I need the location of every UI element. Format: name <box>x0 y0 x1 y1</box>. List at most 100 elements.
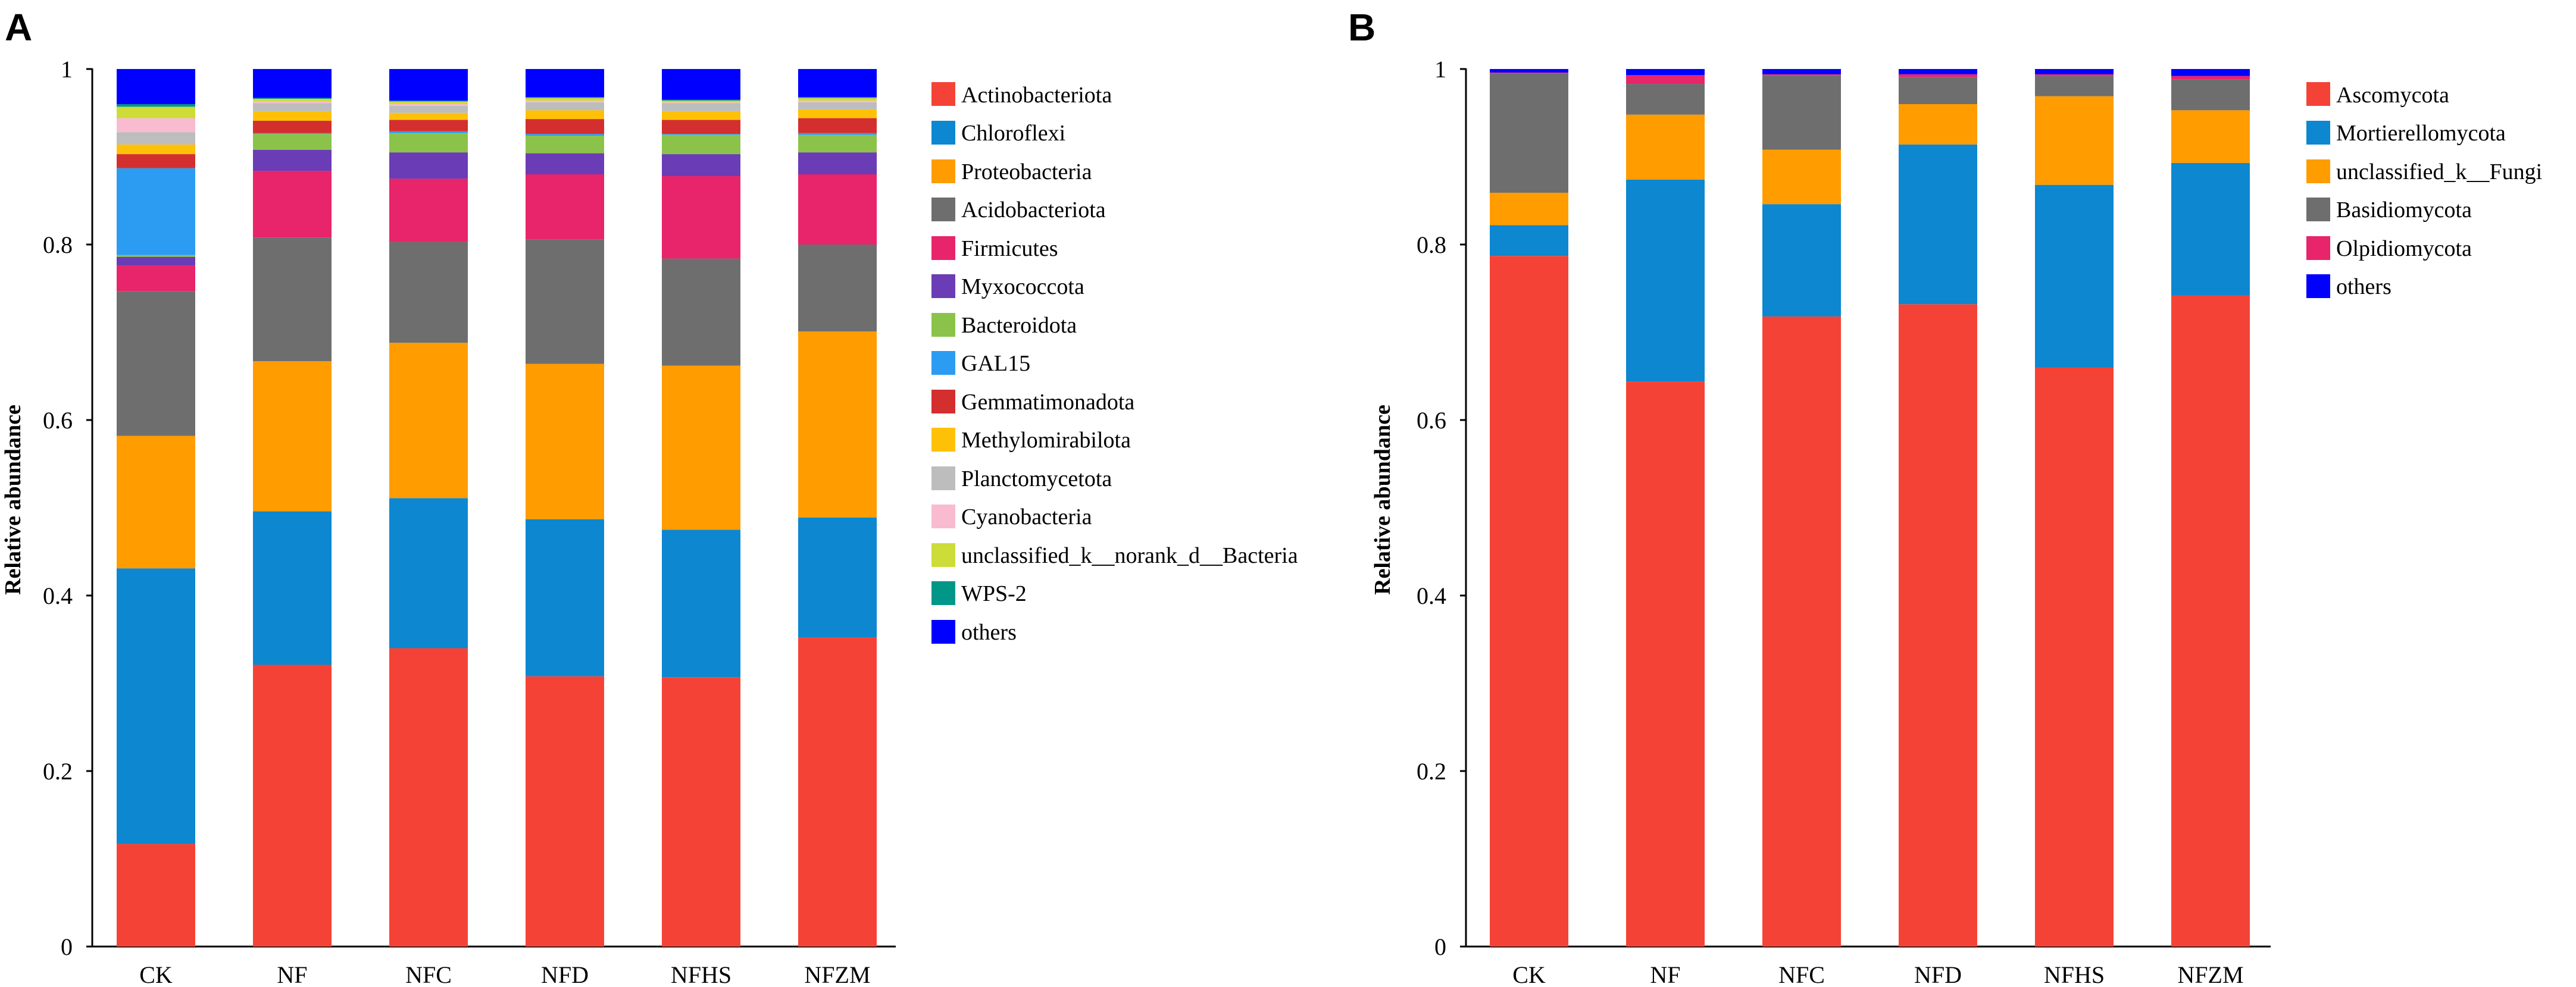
panel-a-y-axis-label: Relative abundance <box>1 405 26 595</box>
panel-a-legend-swatch <box>931 159 955 183</box>
bar-segment-nfc-others <box>389 69 468 101</box>
bar-segment-nfd-proteobacteria <box>526 364 604 519</box>
bar-segment-nfc-others <box>1762 69 1841 74</box>
bar-segment-nfhs-cyanobacteria <box>662 102 740 104</box>
bar-segment-nfd-planctomycetota <box>526 102 604 111</box>
panel-a-legend-label: Bacteroidota <box>961 313 1077 338</box>
bar-segment-nfhs-mortierellomycota <box>2035 184 2114 368</box>
panel-b-legend-swatch <box>2306 198 2330 221</box>
bar-segment-nfc-ascomycota <box>1762 316 1841 947</box>
bar-segment-nfhs-wps-2 <box>662 99 740 101</box>
bar-segment-nfzm-methylomirabilota <box>798 109 877 118</box>
bar-segment-nfzm-actinobacteriota <box>798 637 877 947</box>
bar-segment-nfzm-acidobacteriota <box>798 245 877 332</box>
bar-segment-nfc-unclassified-k-norank-d-bacteria <box>389 101 468 104</box>
bar-segment-nfc-olpidiomycota <box>1762 74 1841 76</box>
panel-a-bars <box>117 69 877 947</box>
bar-segment-nf-unclassified-k-norank-d-bacteria <box>253 99 332 102</box>
bar-segment-nf-basidiomycota <box>1626 84 1705 115</box>
panel-b-y-axis-label: Relative abundance <box>1370 405 1395 595</box>
bar-segment-nfhs-myxococcota <box>662 154 740 176</box>
panel-a-legend-label: GAL15 <box>961 351 1030 376</box>
bar-segment-ck-others <box>117 69 195 104</box>
panel-a-x-tick-label: NFHS <box>671 961 731 987</box>
panel-b-legend-label: unclassified_k__Fungi <box>2336 159 2542 184</box>
panel-a-y-tick-label: 0.6 <box>43 407 73 434</box>
bar-segment-nfd-cyanobacteria <box>526 101 604 103</box>
panel-a: A Relative abundance 0 0.2 0.4 0.6 0.8 1… <box>1 6 1298 987</box>
panel-a-legend-label: Actinobacteriota <box>961 83 1112 108</box>
bar-segment-nfzm-mortierellomycota <box>2171 162 2250 296</box>
bar-segment-nf-unclassified-k-fungi <box>1626 114 1705 180</box>
bar-segment-nf-planctomycetota <box>253 103 332 111</box>
panel-a-legend-label: others <box>961 620 1017 645</box>
panel-b-legend-label: Basidiomycota <box>2336 198 2472 223</box>
bar-segment-nfhs-gemmatimonadota <box>662 120 740 134</box>
bar-segment-ck-others <box>1490 69 1568 73</box>
bar-segment-nfd-myxococcota <box>526 153 604 174</box>
bar-segment-nfhs-bacteroidota <box>662 134 740 155</box>
bar-segment-nfzm-ascomycota <box>2171 295 2250 947</box>
bar-segment-nfc-acidobacteriota <box>389 242 468 343</box>
panel-a-y-tick-label: 0.8 <box>43 231 73 258</box>
bar-segment-ck-ascomycota <box>1490 256 1568 947</box>
panel-b-legend-label: others <box>2336 274 2391 299</box>
panel-a-legend-swatch <box>931 236 955 260</box>
panel-a-x-tick-label: NFZM <box>804 961 870 987</box>
bar-segment-nf-bacteroidota <box>253 134 332 150</box>
bar-segment-ck-actinobacteriota <box>117 844 195 947</box>
bar-segment-nf-others <box>253 69 332 98</box>
bar-segment-ck-basidiomycota <box>1490 73 1568 193</box>
bar-segment-ck-cyanobacteria <box>117 118 195 133</box>
bar-segment-ck-myxococcota <box>117 256 195 266</box>
panel-b-x-tick-labels: CK NF NFC NFD NFHS NFZM <box>1512 961 2243 987</box>
panel-b-legend-label: Ascomycota <box>2336 83 2449 108</box>
panel-b-legend-swatch <box>2306 236 2330 260</box>
bar-segment-nfc-planctomycetota <box>389 105 468 113</box>
bar-segment-nfd-methylomirabilota <box>526 110 604 120</box>
bar-segment-nf-chloroflexi <box>253 511 332 665</box>
panel-b-legend-label: Olpidiomycota <box>2336 236 2472 261</box>
bar-segment-nf-acidobacteriota <box>253 237 332 362</box>
panel-b-y-tick-label: 1 <box>1434 56 1446 83</box>
panel-b-y-tick-label: 0.8 <box>1417 231 1446 258</box>
bar-segment-nfc-gal15 <box>389 131 468 133</box>
panel-a-legend-swatch <box>931 428 955 452</box>
panel-b-x-tick-label: NFC <box>1778 961 1825 987</box>
panel-a-legend-swatch <box>931 505 955 528</box>
bar-segment-nfzm-proteobacteria <box>798 331 877 518</box>
panel-b-legend-swatch <box>2306 121 2330 145</box>
panel-b-legend-swatch <box>2306 274 2330 298</box>
panel-b-legend-swatch <box>2306 82 2330 106</box>
panel-b-y-tick-label: 0.2 <box>1417 758 1446 785</box>
bar-segment-nfd-others <box>1899 69 1977 74</box>
panel-a-y-tick-label: 0 <box>61 933 73 960</box>
bar-segment-nf-firmicutes <box>253 171 332 238</box>
panel-b-x-tick-label: NFD <box>1914 961 1962 987</box>
bar-segment-ck-proteobacteria <box>117 435 195 569</box>
panel-a-x-tick-label: NFD <box>541 961 589 987</box>
bar-segment-ck-wps-2 <box>117 104 195 107</box>
bar-segment-nfzm-gemmatimonadota <box>798 118 877 133</box>
panel-a-x-tick-label: NF <box>277 961 307 987</box>
bar-segment-nf-cyanobacteria <box>253 101 332 104</box>
bar-segment-ck-gal15 <box>117 168 195 255</box>
bar-segment-nfd-firmicutes <box>526 174 604 240</box>
panel-a-legend-swatch <box>931 351 955 375</box>
bar-segment-nfhs-basidiomycota <box>2035 76 2114 96</box>
bar-segment-ck-bacteroidota <box>117 255 195 257</box>
bar-segment-nfhs-ascomycota <box>2035 367 2114 947</box>
panel-a-y-tick-label: 0.4 <box>43 582 73 609</box>
bar-segment-ck-acidobacteriota <box>117 291 195 436</box>
bar-segment-nfzm-bacteroidota <box>798 134 877 153</box>
panel-a-legend-label: WPS-2 <box>961 581 1027 606</box>
bar-segment-nfc-myxococcota <box>389 152 468 179</box>
panel-a-legend-label: Acidobacteriota <box>961 198 1106 223</box>
panel-a-legend-label: Gemmatimonadota <box>961 390 1134 415</box>
panel-b-legend-swatch <box>2306 159 2330 183</box>
bar-segment-nfc-gemmatimonadota <box>389 120 468 131</box>
bar-segment-nfd-wps-2 <box>526 97 604 98</box>
panel-b-y-ticks: 0 0.2 0.4 0.6 0.8 1 <box>1417 56 1466 960</box>
panel-b-bars <box>1490 69 2250 947</box>
